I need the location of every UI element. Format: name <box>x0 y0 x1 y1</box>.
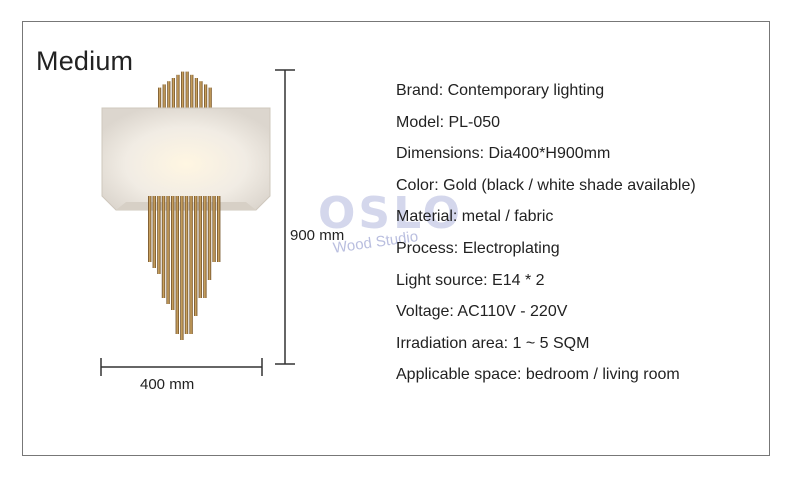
spec-list: Brand: Contemporary lighting Model: PL-0… <box>396 80 696 396</box>
spec-process: Process: Electroplating <box>396 239 560 257</box>
height-label: 900 mm <box>290 227 345 244</box>
spec-material: Material: metal / fabric <box>396 208 554 226</box>
spec-brand: Brand: Contemporary lighting <box>396 82 605 99</box>
spec-voltage: Voltage: AC110V - 220V <box>396 303 568 321</box>
spec-applicable-space: Applicable space: bedroom / living room <box>396 366 680 384</box>
spec-light-source: Light source: E14 * 2 <box>396 271 545 289</box>
width-dimension-line <box>100 358 263 376</box>
height-dimension-line <box>275 69 295 365</box>
spec-dimensions: Dimensions: Dia400*H900mm <box>396 145 611 163</box>
content-frame <box>22 21 770 456</box>
size-title: Medium <box>36 46 134 76</box>
width-label: 400 mm <box>140 376 195 393</box>
spec-irradiation-area: Irradiation area: 1 ~ 5 SQM <box>396 334 590 352</box>
watermark: OSLO Wood Studio <box>318 188 463 257</box>
spec-model: Model: PL-050 <box>396 113 501 131</box>
spec-color: Color: Gold (black / white shade availab… <box>396 176 696 194</box>
watermark-logo: OSLO <box>318 188 463 239</box>
wall-lamp-image <box>101 71 271 340</box>
